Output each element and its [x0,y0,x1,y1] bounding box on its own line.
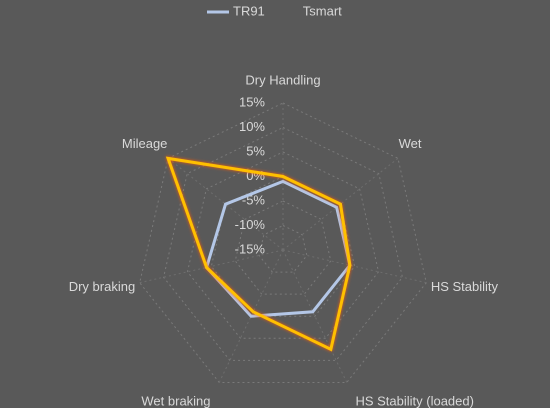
tick-label: -10% [235,217,266,232]
tick-label: 10% [239,119,265,134]
category-label: Dry Handling [245,72,320,87]
category-label: Wet braking [141,394,210,408]
spoke [282,249,427,284]
category-label: Dry braking [69,279,135,294]
grid-ring [163,126,403,361]
series-line [165,156,352,352]
category-label: HS Stability (loaded) [355,394,474,408]
category-label: Wet [399,136,422,151]
grid-ring [139,102,427,383]
grid-ring [186,151,380,339]
tick-label: 5% [246,143,265,158]
legend-label: Tsmart [303,3,342,18]
series-line [204,179,352,318]
category-label: HS Stability [431,279,499,294]
tick-label: 15% [239,94,265,109]
legend-label: TR91 [233,3,265,18]
category-label: Mileage [122,136,168,151]
tick-label: -15% [235,241,266,256]
